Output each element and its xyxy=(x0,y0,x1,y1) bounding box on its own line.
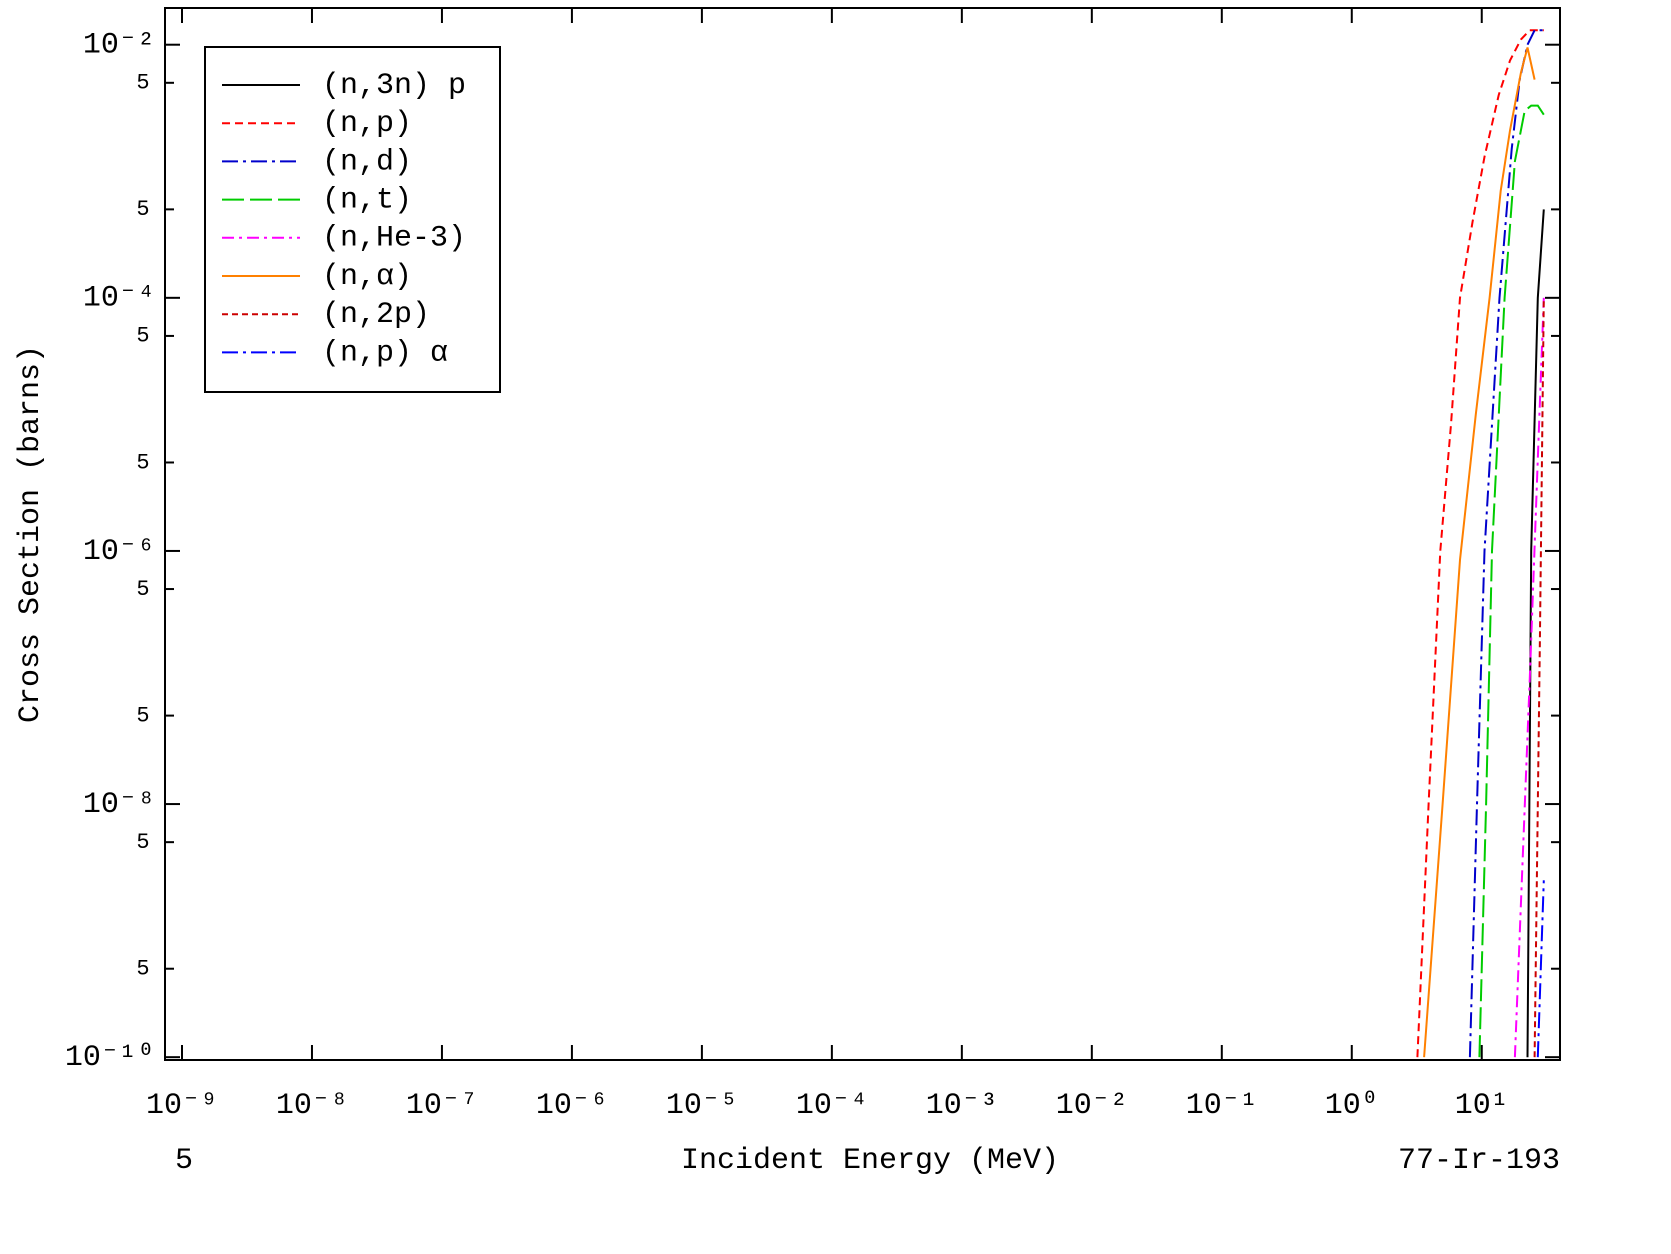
series-line xyxy=(1468,29,1544,1058)
y-axis-label: Cross Section (barns) xyxy=(14,345,48,723)
plot-frame xyxy=(164,7,1561,1061)
y-tick-label: 10⁻⁴ xyxy=(83,282,155,316)
legend-box xyxy=(204,46,501,393)
series-line xyxy=(1533,297,1545,1058)
annotation: 77-Ir-193 xyxy=(1398,1144,1560,1178)
y-tick-label: 5 xyxy=(136,71,149,96)
legend-label: (n,p) α xyxy=(322,336,448,370)
x-tick-label: 10⁻⁴ xyxy=(796,1089,868,1123)
series-line xyxy=(1416,29,1544,1058)
y-tick-label: 5 xyxy=(136,703,149,728)
y-tick-label: 5 xyxy=(136,830,149,855)
y-tick-label: 5 xyxy=(136,324,149,349)
series-line xyxy=(1423,47,1536,1058)
y-tick-label: 5 xyxy=(136,450,149,475)
y-tick-label: 5 xyxy=(136,957,149,982)
series-line xyxy=(1526,209,1545,1058)
y-tick-label: 5 xyxy=(136,577,149,602)
annotation: 5 xyxy=(175,1144,193,1178)
plot-area xyxy=(1416,29,1545,1058)
legend-label: (n,2p) xyxy=(322,298,430,332)
legend-label: (n,t) xyxy=(322,184,412,218)
y-tick-label: 10⁻² xyxy=(83,29,155,63)
legend-label: (n,He-3) xyxy=(322,222,466,256)
x-tick-label: 10⁰ xyxy=(1325,1089,1379,1123)
x-tick-label: 10⁻⁵ xyxy=(666,1089,738,1123)
x-tick-label: 10⁻⁶ xyxy=(536,1089,608,1123)
legend-label: (n,α) xyxy=(322,260,412,294)
y-tick-label: 10⁻⁶ xyxy=(83,535,155,569)
legend-label: (n,p) xyxy=(322,107,412,141)
legend-label: (n,d) xyxy=(322,145,412,179)
y-tick-label: 10⁻⁸ xyxy=(83,788,155,822)
x-tick-label: 10⁻² xyxy=(1056,1089,1128,1123)
x-tick-label: 10⁻⁷ xyxy=(406,1089,478,1123)
x-tick-label: 10⁻⁸ xyxy=(276,1089,348,1123)
y-tick-label: 10⁻¹⁰ xyxy=(65,1041,155,1075)
y-tick-label: 5 xyxy=(136,197,149,222)
x-axis-label: Incident Energy (MeV) xyxy=(681,1144,1059,1178)
series-line xyxy=(1478,104,1545,1058)
x-tick-label: 10¹ xyxy=(1455,1089,1509,1123)
legend-label: (n,3n) p xyxy=(322,69,466,103)
series-line xyxy=(1536,880,1545,1058)
x-tick-label: 10⁻⁹ xyxy=(146,1089,218,1123)
x-tick-label: 10⁻¹ xyxy=(1186,1089,1258,1123)
series-line xyxy=(1513,297,1545,1058)
x-tick-label: 10⁻³ xyxy=(926,1089,998,1123)
